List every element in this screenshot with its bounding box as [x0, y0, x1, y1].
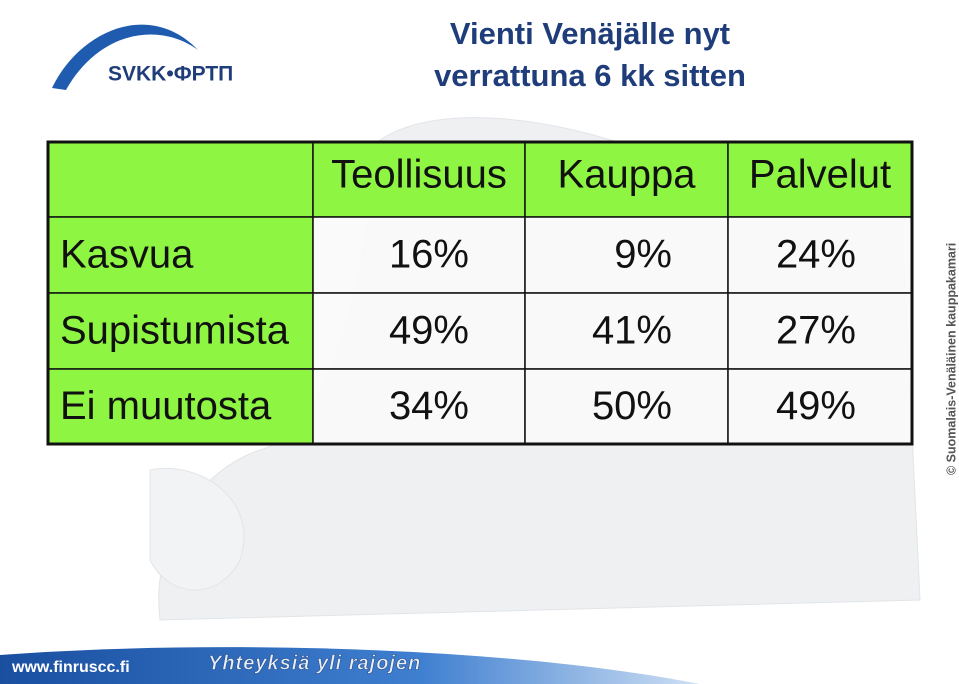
column-header: Teollisuus [331, 153, 507, 197]
row-label: Ei muutosta [60, 384, 272, 428]
footer-band [0, 647, 700, 684]
footer-url: www.finruscc.fi [11, 659, 130, 676]
table-value: 16% [389, 233, 469, 277]
table-value: 41% [592, 309, 672, 353]
table-cell [727, 216, 913, 294]
table-cell [47, 292, 314, 370]
table-cell [524, 216, 729, 294]
column-header: Kauppa [558, 153, 697, 197]
table-cell [727, 292, 913, 370]
table-value: 49% [776, 384, 856, 428]
title-line: verrattuna 6 kk sitten [434, 58, 746, 93]
side-note: © Suomalais-Venäläinen kauppakamari [944, 243, 958, 475]
table-value: 34% [389, 384, 469, 428]
logo-text: SVKK•ФРТП [108, 63, 233, 86]
table-border [46, 140, 914, 446]
table-value: 49% [389, 309, 469, 353]
column-header: Palvelut [749, 153, 891, 197]
table-value: 24% [776, 233, 856, 277]
table-value: 50% [592, 384, 672, 428]
table-value: 27% [776, 309, 856, 353]
row-label: Supistumista [60, 309, 290, 353]
row-label: Kasvua [60, 233, 194, 277]
table-value: 9% [614, 233, 672, 277]
table: Teollisuus Kauppa Palvelut Kasvua 16% 9% 24% Su… [46, 140, 914, 446]
footer-slogan: Yhteyksiä yli rajojen [208, 652, 421, 674]
logo-swoosh [52, 24, 198, 90]
logo: SVKK•ФРТП [52, 24, 233, 90]
table-cell [47, 216, 314, 294]
table-cell [524, 292, 729, 370]
table-cell [47, 141, 314, 218]
table-cell [524, 368, 729, 445]
table-cell [47, 368, 314, 445]
title-line: Vienti Venäjälle nyt [450, 16, 730, 51]
table-cell [312, 216, 526, 294]
table-cell [312, 368, 526, 445]
